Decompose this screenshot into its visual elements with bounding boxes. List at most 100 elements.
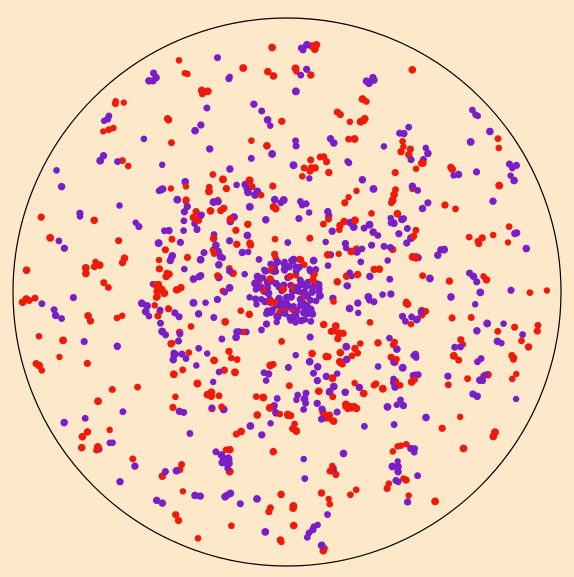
purple-particle xyxy=(303,533,311,541)
red-particle xyxy=(179,366,187,374)
purple-particle xyxy=(281,266,289,274)
purple-particle xyxy=(296,295,304,304)
red-particle xyxy=(155,265,164,273)
purple-particle xyxy=(202,299,209,307)
purple-particle xyxy=(397,396,404,404)
red-particle xyxy=(263,141,271,150)
purple-particle xyxy=(302,304,309,312)
purple-particle xyxy=(186,430,194,437)
red-particle xyxy=(222,184,231,193)
purple-particle xyxy=(238,248,247,257)
purple-particle xyxy=(472,111,479,119)
purple-particle xyxy=(352,247,361,256)
purple-particle xyxy=(447,293,455,301)
red-particle xyxy=(104,284,112,291)
purple-particle xyxy=(380,242,388,250)
purple-particle xyxy=(302,389,310,397)
purple-particle xyxy=(301,316,309,323)
purple-particle xyxy=(247,154,255,162)
purple-particle xyxy=(398,363,407,372)
purple-particle xyxy=(325,388,333,396)
purple-particle xyxy=(273,318,280,326)
purple-particle xyxy=(253,301,260,308)
red-particle xyxy=(108,385,116,394)
purple-particle xyxy=(379,291,386,298)
purple-particle xyxy=(366,272,374,281)
red-particle xyxy=(330,298,337,305)
purple-particle xyxy=(512,161,521,170)
red-particle xyxy=(83,428,92,436)
red-particle xyxy=(237,307,245,315)
purple-particle xyxy=(149,69,158,77)
purple-particle xyxy=(473,278,481,286)
purple-particle xyxy=(156,319,165,327)
purple-particle xyxy=(368,241,376,249)
red-particle xyxy=(402,299,410,307)
purple-particle xyxy=(113,342,122,351)
red-particle xyxy=(185,349,193,356)
purple-particle xyxy=(414,371,422,379)
purple-particle xyxy=(322,238,329,246)
red-particle xyxy=(336,348,345,357)
red-particle xyxy=(459,444,468,453)
red-particle xyxy=(359,389,368,398)
purple-particle xyxy=(196,255,205,264)
purple-particle xyxy=(273,257,282,266)
purple-particle xyxy=(292,351,299,359)
red-particle xyxy=(265,403,274,412)
red-particle xyxy=(327,327,335,336)
purple-particle xyxy=(369,228,378,236)
red-particle xyxy=(419,159,427,167)
purple-particle xyxy=(166,256,175,265)
purple-particle xyxy=(272,279,280,288)
red-particle xyxy=(205,183,213,191)
purple-particle xyxy=(312,297,320,305)
red-particle xyxy=(508,375,516,383)
red-particle xyxy=(233,240,241,249)
purple-particle xyxy=(386,275,394,283)
red-particle xyxy=(278,337,286,345)
purple-particle xyxy=(313,362,322,371)
red-particle xyxy=(358,95,367,104)
red-particle xyxy=(118,259,127,267)
red-particle xyxy=(372,380,380,388)
purple-particle xyxy=(193,226,201,234)
purple-particle xyxy=(302,65,311,73)
red-particle xyxy=(402,476,410,484)
red-particle xyxy=(300,164,308,172)
purple-particle xyxy=(180,217,188,225)
red-particle xyxy=(35,332,43,340)
red-particle xyxy=(175,57,183,64)
red-particle xyxy=(325,495,332,503)
red-particle xyxy=(259,393,268,402)
purple-particle xyxy=(81,414,89,422)
purple-particle xyxy=(472,168,481,176)
purple-particle xyxy=(273,395,281,402)
purple-particle xyxy=(398,312,407,320)
purple-particle xyxy=(225,267,234,275)
red-particle xyxy=(319,220,327,228)
purple-particle xyxy=(473,392,482,401)
purple-particle xyxy=(96,156,105,165)
red-particle xyxy=(441,201,449,209)
red-particle xyxy=(155,256,163,264)
red-particle xyxy=(456,413,464,421)
red-particle xyxy=(448,314,456,322)
red-particle xyxy=(207,388,216,397)
purple-particle xyxy=(263,116,272,124)
red-particle xyxy=(218,403,225,411)
purple-particle xyxy=(60,244,69,252)
purple-particle xyxy=(300,455,308,463)
purple-particle xyxy=(328,227,336,235)
purple-particle xyxy=(303,282,311,290)
red-particle xyxy=(278,117,286,125)
purple-particle xyxy=(196,492,204,500)
purple-particle xyxy=(176,238,185,247)
purple-particle xyxy=(390,375,397,383)
red-particle xyxy=(179,488,187,495)
purple-particle xyxy=(213,54,222,62)
red-particle xyxy=(209,171,217,178)
red-particle xyxy=(412,165,420,173)
red-particle xyxy=(167,139,176,147)
